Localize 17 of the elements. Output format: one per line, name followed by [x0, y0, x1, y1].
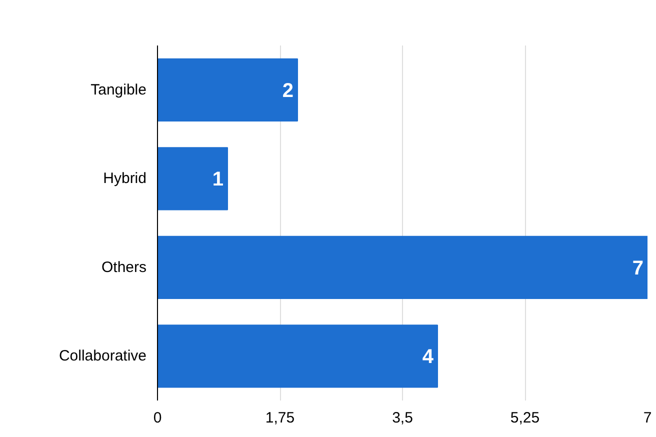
x-tick-label: 3,5: [392, 410, 413, 426]
y-tick-label: Others: [101, 258, 146, 276]
x-tick-label: 1,75: [265, 410, 295, 426]
bar: [158, 147, 228, 210]
x-tick-label: 7: [643, 410, 652, 426]
x-tick-label: 0: [153, 410, 162, 426]
y-tick-label: Hybrid: [103, 170, 147, 188]
bar: [158, 236, 648, 299]
data-label: 4: [422, 346, 434, 368]
y-tick-label: Collaborative: [58, 348, 146, 365]
x-tick-label: 5,25: [510, 410, 540, 426]
data-label: 1: [212, 168, 224, 191]
bar: [158, 58, 298, 122]
data-label: 7: [632, 257, 644, 280]
y-tick-label: Tangible: [90, 81, 147, 98]
data-label: 2: [282, 80, 294, 102]
bar: [158, 324, 438, 388]
